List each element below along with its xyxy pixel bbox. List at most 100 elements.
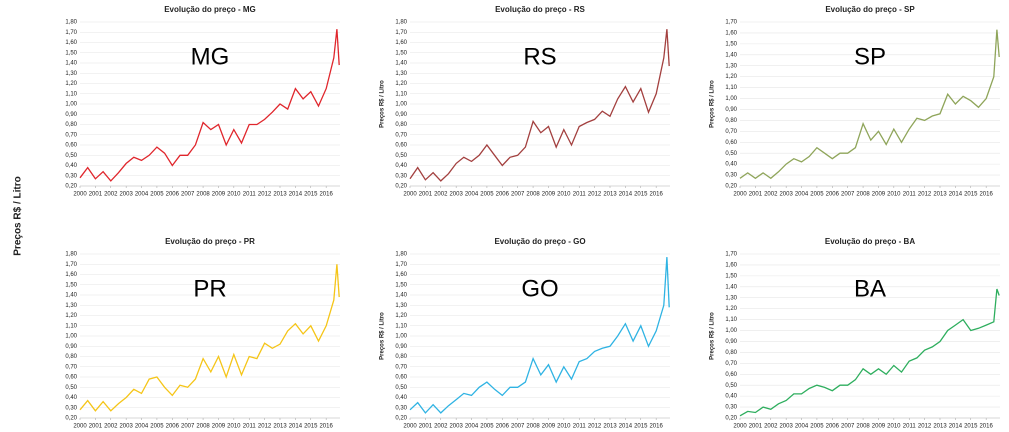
y-tick-label: 1,20 xyxy=(65,313,77,319)
y-tick-label: 1,60 xyxy=(395,40,407,46)
line-series xyxy=(409,257,670,414)
y-tick-label: 0,20 xyxy=(725,184,737,190)
y-tick-label: 0,60 xyxy=(395,375,407,381)
chart-annotation: MG xyxy=(191,43,230,70)
y-tick-label: 0,30 xyxy=(395,405,407,411)
x-tick-label: 2009 xyxy=(212,424,226,430)
y-tick-label: 0,80 xyxy=(395,122,407,128)
x-tick-label: 2000 xyxy=(733,192,747,198)
y-tick-label: 1,80 xyxy=(65,20,77,26)
y-tick-label: 0,70 xyxy=(725,129,737,135)
x-tick-label: 2006 xyxy=(166,192,180,198)
y-tick-label: 0,80 xyxy=(65,354,77,360)
x-tick-label: 2011 xyxy=(573,424,587,430)
y-tick-label: 1,80 xyxy=(395,252,407,258)
x-tick-label: 2005 xyxy=(480,424,494,430)
y-tick-label: 0,90 xyxy=(395,112,407,118)
y-tick-label: 0,90 xyxy=(65,344,77,350)
x-tick-label: 2003 xyxy=(779,424,793,430)
y-tick-label: 0,50 xyxy=(395,153,407,159)
y-tick-label: 1,30 xyxy=(725,63,737,69)
chart-title: Evolução do preço - MG xyxy=(164,5,256,14)
x-tick-label: 2014 xyxy=(289,424,303,430)
y-tick-label: 1,10 xyxy=(725,85,737,91)
x-tick-label: 2011 xyxy=(573,192,587,198)
y-tick-label: 1,80 xyxy=(65,252,77,258)
chart-annotation: GO xyxy=(521,275,558,302)
y-tick-label: 0,80 xyxy=(65,122,77,128)
y-tick-label: 1,50 xyxy=(395,282,407,288)
x-tick-label: 2001 xyxy=(89,192,103,198)
y-tick-label: 0,20 xyxy=(395,416,407,422)
x-tick-label: 2000 xyxy=(403,192,417,198)
y-tick-label: 0,20 xyxy=(725,416,737,422)
y-tick-label: 0,60 xyxy=(725,372,737,378)
x-tick-label: 2001 xyxy=(89,424,103,430)
x-tick-label: 2010 xyxy=(557,424,571,430)
y-tick-label: 1,20 xyxy=(725,74,737,80)
x-tick-label: 2006 xyxy=(826,192,840,198)
y-tick-label: 0,60 xyxy=(725,140,737,146)
x-tick-label: 2006 xyxy=(496,192,510,198)
y-tick-label: 1,40 xyxy=(395,293,407,299)
y-tick-label: 1,10 xyxy=(65,323,77,329)
y-tick-label: 0,30 xyxy=(65,405,77,411)
x-tick-label: 2007 xyxy=(511,192,525,198)
y-tick-label: 1,50 xyxy=(65,282,77,288)
x-tick-label: 2012 xyxy=(258,424,272,430)
x-tick-label: 2006 xyxy=(496,424,510,430)
y-tick-label: 0,90 xyxy=(725,107,737,113)
y-tick-label: 0,50 xyxy=(65,385,77,391)
y-tick-label: 0,90 xyxy=(395,344,407,350)
x-tick-label: 2004 xyxy=(465,192,479,198)
chart-title: Evolução do preço - RS xyxy=(495,5,585,14)
y-tick-label: 0,20 xyxy=(65,416,77,422)
y-tick-label: 1,00 xyxy=(725,96,737,102)
x-tick-label: 2008 xyxy=(526,424,540,430)
chart-annotation: PR xyxy=(193,275,226,302)
x-tick-label: 2015 xyxy=(634,192,648,198)
x-tick-label: 2012 xyxy=(258,192,272,198)
x-tick-label: 2004 xyxy=(465,424,479,430)
y-tick-label: 1,50 xyxy=(725,41,737,47)
line-series xyxy=(79,29,340,182)
y-tick-label: 1,40 xyxy=(725,284,737,290)
page-y-label: Preços R$ / Litro xyxy=(13,176,24,255)
y-tick-label: 0,70 xyxy=(395,364,407,370)
x-tick-label: 2000 xyxy=(403,424,417,430)
x-tick-label: 2012 xyxy=(918,192,932,198)
y-tick-label: 1,70 xyxy=(395,262,407,268)
x-tick-label: 2013 xyxy=(273,424,287,430)
chart-title: Evolução do preço - BA xyxy=(825,237,915,246)
x-tick-label: 2015 xyxy=(634,424,648,430)
x-tick-label: 2003 xyxy=(779,192,793,198)
y-tick-label: 1,70 xyxy=(65,262,77,268)
x-tick-label: 2010 xyxy=(227,192,241,198)
x-tick-label: 2011 xyxy=(243,192,257,198)
y-tick-label: 0,30 xyxy=(395,173,407,179)
x-tick-label: 2002 xyxy=(434,192,448,198)
x-tick-label: 2002 xyxy=(104,192,118,198)
x-tick-label: 2013 xyxy=(933,424,947,430)
y-tick-label: 1,10 xyxy=(395,91,407,97)
y-axis-label: Preços R$ / Litro xyxy=(710,312,716,360)
x-tick-label: 2001 xyxy=(419,192,433,198)
y-tick-label: 0,60 xyxy=(395,143,407,149)
x-tick-label: 2011 xyxy=(243,424,257,430)
x-tick-label: 2002 xyxy=(764,424,778,430)
y-tick-label: 0,90 xyxy=(725,339,737,345)
x-tick-label: 2014 xyxy=(949,192,963,198)
x-tick-label: 2016 xyxy=(319,192,333,198)
x-tick-label: 2004 xyxy=(795,192,809,198)
y-tick-label: 1,10 xyxy=(65,91,77,97)
y-tick-label: 1,00 xyxy=(65,334,77,340)
chart-annotation: RS xyxy=(523,43,556,70)
y-tick-label: 0,40 xyxy=(65,163,77,169)
chart-title: Evolução do preço - PR xyxy=(165,237,255,246)
x-tick-label: 2009 xyxy=(872,424,886,430)
x-tick-label: 2003 xyxy=(119,192,133,198)
y-tick-label: 0,30 xyxy=(65,173,77,179)
x-tick-label: 2007 xyxy=(841,192,855,198)
x-tick-label: 2011 xyxy=(903,192,917,198)
